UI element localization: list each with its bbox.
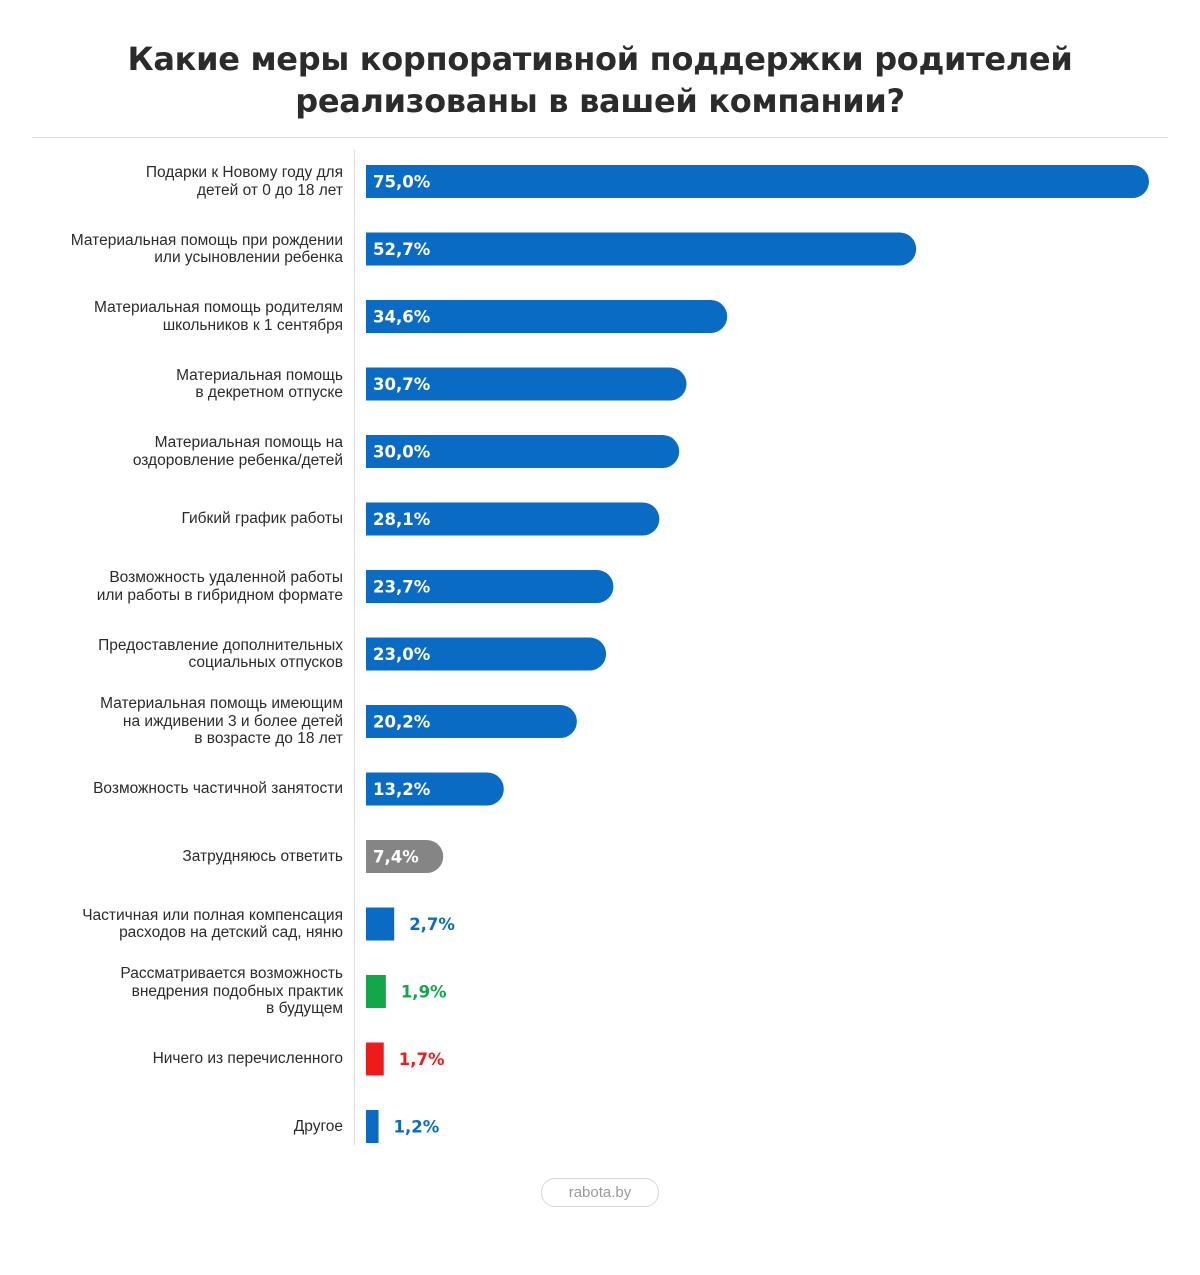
category-label-2: Материальная помощь при рождении или усы… xyxy=(70,231,343,267)
category-label-10: Возможность частичной занятости xyxy=(93,780,343,798)
bar-value-label-14: 1,7% xyxy=(399,1050,445,1069)
chart-title: Какие меры корпоративной поддержки родит… xyxy=(0,38,1200,122)
category-label-9: Материальная помощь имеющим на иждивении… xyxy=(100,695,343,748)
category-label-14: Ничего из перечисленного xyxy=(152,1050,343,1068)
category-label-12: Частичная или полная компенсация расходо… xyxy=(82,906,343,942)
bar-value-label-5: 30,0% xyxy=(373,443,431,462)
chart-title-line-2: реализованы в вашей компании? xyxy=(295,82,905,120)
bar-value-label-1: 75,0% xyxy=(373,173,431,192)
category-label-15: Другое xyxy=(293,1117,343,1135)
bar-5 xyxy=(366,435,680,468)
category-label-8: Предоставление дополнительных социальных… xyxy=(98,636,343,672)
source-badge[interactable]: rabota.by xyxy=(541,1178,659,1207)
bar-15 xyxy=(366,1110,379,1143)
bar-value-label-8: 23,0% xyxy=(373,645,431,664)
bar-value-label-6: 28,1% xyxy=(373,510,431,529)
bar-value-label-2: 52,7% xyxy=(373,240,431,259)
bar-1 xyxy=(366,165,1150,198)
bar-value-label-9: 20,2% xyxy=(373,713,431,732)
bar-value-label-7: 23,7% xyxy=(373,578,431,597)
bar-value-label-13: 1,9% xyxy=(401,983,447,1002)
bar-7 xyxy=(366,570,614,603)
bar-12 xyxy=(366,907,395,941)
bar-value-label-11: 7,4% xyxy=(373,848,419,867)
category-label-4: Материальная помощь в декретном отпуске xyxy=(176,366,343,402)
bar-3 xyxy=(366,300,728,333)
bar-value-label-15: 1,2% xyxy=(394,1118,440,1137)
bar-6 xyxy=(366,502,660,536)
category-label-11: Затрудняюсь ответить xyxy=(182,847,343,865)
category-label-13: Рассматривается возможность внедрения по… xyxy=(120,965,343,1018)
category-label-3: Материальная помощь родителям школьников… xyxy=(94,299,343,334)
bar-value-label-10: 13,2% xyxy=(373,780,431,799)
bar-4 xyxy=(366,367,687,401)
bar-14 xyxy=(366,1042,384,1076)
bar-value-label-4: 30,7% xyxy=(373,375,431,394)
category-label-6: Гибкий график работы xyxy=(181,510,344,528)
bar-13 xyxy=(366,975,386,1008)
bar-9 xyxy=(366,705,577,738)
bar-10 xyxy=(366,772,504,806)
bar-8 xyxy=(366,637,607,671)
bar-value-label-3: 34,6% xyxy=(373,308,431,327)
chart-axis-line xyxy=(354,150,355,1145)
bar-11 xyxy=(366,840,444,873)
category-label-7: Возможность удаленной работы или работы … xyxy=(96,569,343,604)
bar-2 xyxy=(366,232,917,266)
title-divider xyxy=(32,137,1168,138)
category-label-1: Подарки к Новому году для детей от 0 до … xyxy=(145,164,343,199)
chart-title-line-1: Какие меры корпоративной поддержки родит… xyxy=(127,40,1073,78)
bar-value-label-12: 2,7% xyxy=(409,915,455,934)
category-label-5: Материальная помощь на оздоровление ребе… xyxy=(132,434,343,469)
